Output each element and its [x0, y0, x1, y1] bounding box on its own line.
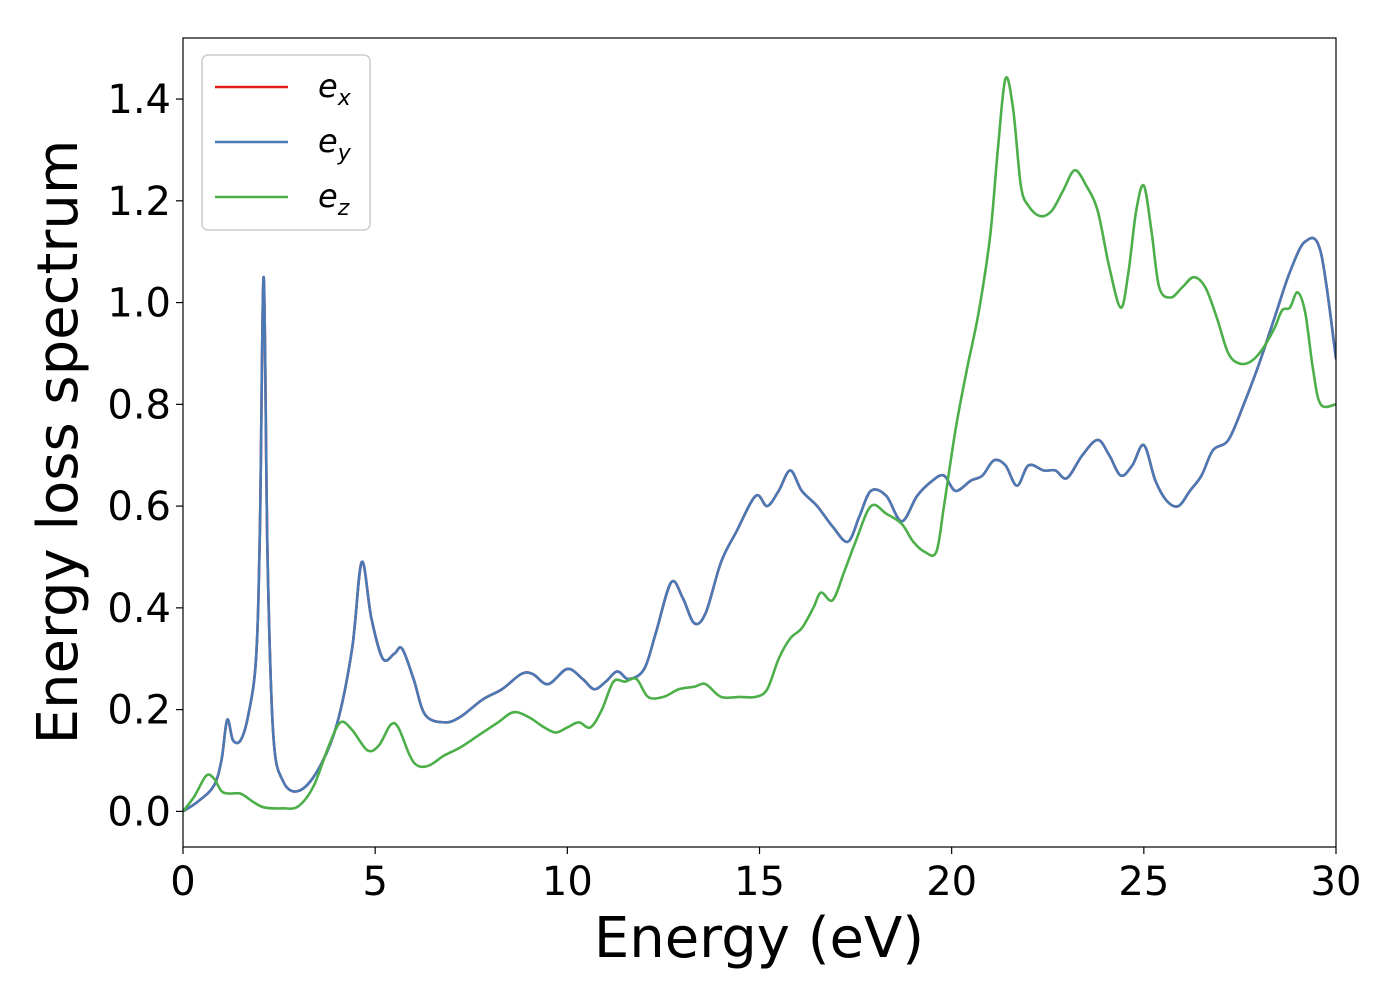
y-tick-label: 1.4: [107, 77, 171, 123]
x-tick-label: 25: [1118, 859, 1169, 905]
y-tick-label: 0.0: [107, 789, 171, 835]
x-tick-label: 10: [542, 859, 593, 905]
series-layer: [183, 76, 1336, 813]
y-tick-label: 0.4: [107, 586, 171, 632]
y-tick-label: 1.2: [107, 179, 171, 225]
legend-label-x: ex: [318, 67, 352, 111]
legend: ex ey ez: [201, 54, 371, 231]
legend-label-z: ez: [318, 177, 350, 221]
y-tick-label: 0.6: [107, 484, 171, 530]
y-axis-label: Energy loss spectrum: [26, 140, 91, 745]
x-tick-label: 30: [1311, 859, 1362, 905]
x-tick-label: 0: [170, 859, 195, 905]
x-tick-label: 20: [926, 859, 977, 905]
x-axis-label: Energy (eV): [594, 906, 924, 971]
y-tick-label: 0.8: [107, 382, 171, 428]
legend-label-y: ey: [318, 122, 352, 166]
x-tick-label: 5: [362, 859, 387, 905]
y-axis: 0.0 0.2 0.4 0.6 0.8 1.0 1.2 1.4: [107, 77, 183, 835]
series-line-y: [183, 236, 1336, 813]
y-tick-label: 0.2: [107, 688, 171, 734]
y-tick-label: 1.0: [107, 281, 171, 327]
series-line-z: [183, 76, 1336, 813]
x-axis: 0 5 10 15 20 25 30: [170, 847, 1361, 905]
x-tick-label: 15: [734, 859, 785, 905]
